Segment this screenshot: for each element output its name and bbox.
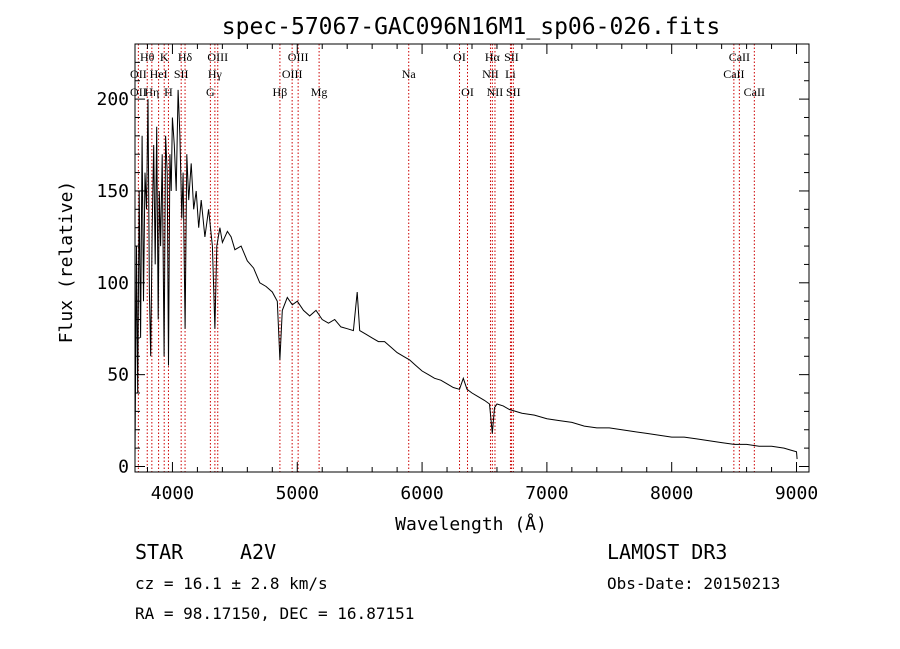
- spectral-line-label: CaII: [729, 50, 750, 64]
- spectral-line-label: H: [164, 85, 173, 99]
- spectral-line-label: G: [206, 85, 215, 99]
- spectral-line-label: CaII: [723, 67, 744, 81]
- spectral-line-label: SII: [504, 50, 519, 64]
- coordinates: RA = 98.17150, DEC = 16.87151: [135, 604, 415, 623]
- x-tick-label: 6000: [400, 483, 443, 504]
- x-axis: 4000 5000 6000 7000 8000 9000: [146, 44, 818, 504]
- spectral-line-label: OII: [130, 67, 147, 81]
- redshift-text: cz = 16.1 ± 2.8 km/s: [135, 574, 328, 593]
- x-axis-label: Wavelength (Å): [395, 513, 547, 535]
- spectral-subclass: A2V: [240, 540, 277, 564]
- spectral-line-label: K: [160, 50, 169, 64]
- spectral-line-label: Li: [505, 67, 516, 81]
- obs-date: Obs-Date: 20150213: [607, 574, 781, 593]
- spectral-line-label: SII: [174, 67, 189, 81]
- spectral-line-label: Mg: [311, 85, 328, 99]
- spectral-line-label: Hγ: [208, 67, 223, 81]
- y-tick-label: 50: [107, 365, 129, 386]
- x-tick-label: 4000: [151, 483, 194, 504]
- spectral-line-label: Na: [402, 67, 417, 81]
- spectral-line-label: OII: [130, 85, 147, 99]
- spectral-line-label: Hδ: [178, 50, 193, 64]
- x-tick-label: 9000: [775, 483, 818, 504]
- x-tick-label: 5000: [276, 483, 319, 504]
- spectral-line-label: Hη: [144, 85, 159, 99]
- spectral-line-label: OI: [461, 85, 474, 99]
- y-tick-label: 150: [96, 181, 129, 202]
- y-axis: 0 50 100 150 200: [96, 61, 809, 477]
- spectral-line-label: OIII: [282, 67, 303, 81]
- spectral-line-label: CaII: [744, 85, 765, 99]
- survey-name: LAMOST DR3: [607, 540, 728, 564]
- spectral-line-label: Hβ: [273, 85, 288, 99]
- spectral-line-label: HeI: [150, 67, 168, 81]
- spectral-line-label: NII: [482, 67, 499, 81]
- y-axis-label: Flux (relative): [56, 181, 77, 344]
- x-tick-label: 8000: [650, 483, 693, 504]
- spectral-line-label: SII: [506, 85, 521, 99]
- spectral-line-label: OIII: [207, 50, 228, 64]
- chart-title: spec-57067-GAC096N16M1_sp06-026.fits: [222, 14, 721, 40]
- spectral-line-label: NII: [487, 85, 504, 99]
- y-tick-label: 100: [96, 273, 129, 294]
- spectrum-line: [134, 89, 798, 460]
- object-class: STAR: [135, 540, 184, 564]
- spectral-line-label: OIII: [288, 50, 309, 64]
- x-tick-label: 7000: [525, 483, 568, 504]
- spectral-line-label: Hα: [485, 50, 501, 64]
- plot-frame: [134, 43, 810, 473]
- y-tick-label: 200: [96, 89, 129, 110]
- line-marker-group: [137, 44, 755, 472]
- y-tick-label: 0: [118, 456, 129, 477]
- spectral-line-label: OI: [453, 50, 466, 64]
- spectral-line-label: Hθ: [140, 50, 155, 64]
